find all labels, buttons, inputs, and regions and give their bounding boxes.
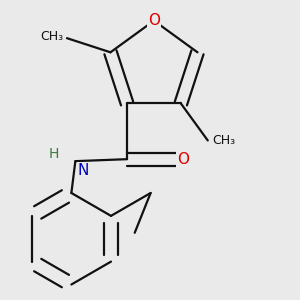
Text: O: O bbox=[148, 13, 160, 28]
Text: N: N bbox=[77, 163, 89, 178]
Text: H: H bbox=[49, 147, 59, 161]
Text: CH₃: CH₃ bbox=[212, 134, 235, 147]
Text: O: O bbox=[177, 152, 189, 167]
Text: CH₃: CH₃ bbox=[40, 30, 63, 43]
